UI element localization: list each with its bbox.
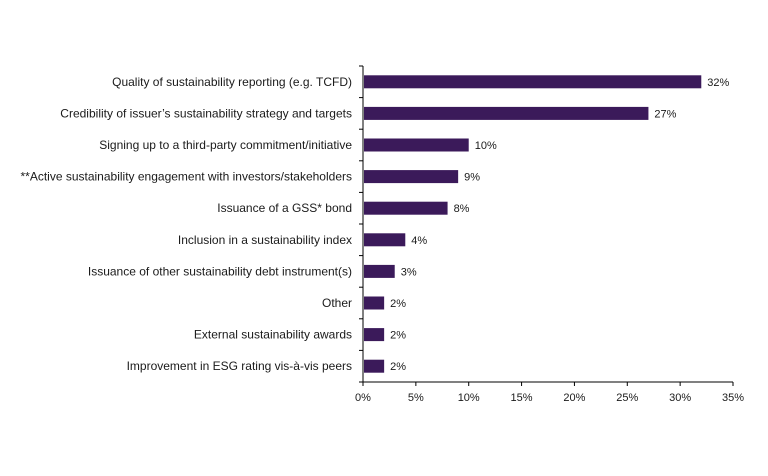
value-labels: 32% 27% 10% 9% 8% 4% 3% 2% 2% 2% xyxy=(390,77,729,373)
x-tick-label: 30% xyxy=(669,392,691,404)
x-tick-label: 35% xyxy=(722,392,744,404)
value-label: 2% xyxy=(390,298,406,310)
bars-layer xyxy=(364,75,702,373)
x-tick-label: 15% xyxy=(511,392,533,404)
category-label: Issuance of other sustainability debt in… xyxy=(88,264,352,278)
bar xyxy=(364,201,448,215)
bar xyxy=(364,233,406,247)
value-label: 32% xyxy=(707,77,729,89)
category-label: Other xyxy=(322,296,352,310)
value-label: 10% xyxy=(475,140,497,152)
bar xyxy=(364,359,385,373)
category-label: Signing up to a third-party commitment/i… xyxy=(99,138,352,152)
x-tick-label: 25% xyxy=(616,392,638,404)
bar xyxy=(364,138,469,152)
value-label: 4% xyxy=(411,235,427,247)
bar xyxy=(364,170,459,184)
category-label: Quality of sustainability reporting (e.g… xyxy=(112,75,352,89)
value-label: 8% xyxy=(454,203,470,215)
category-label: Improvement in ESG rating vis-à-vis peer… xyxy=(127,359,352,373)
category-label: **Active sustainability engagement with … xyxy=(20,170,352,184)
bar xyxy=(364,328,385,342)
bar xyxy=(364,106,649,120)
x-tick-label: 0% xyxy=(355,392,371,404)
category-label: External sustainability awards xyxy=(194,328,352,342)
bar xyxy=(364,264,395,278)
value-label: 9% xyxy=(464,172,480,184)
x-tick-label: 10% xyxy=(458,392,480,404)
axes: 0% 5% 10% 15% 20% 25% 30% 35% xyxy=(355,65,744,404)
category-label: Credibility of issuer’s sustainability s… xyxy=(60,106,352,120)
x-tick-label: 20% xyxy=(563,392,585,404)
bar xyxy=(364,296,385,310)
value-label: 3% xyxy=(401,266,417,278)
bar xyxy=(364,75,702,89)
value-label: 27% xyxy=(654,108,676,120)
value-label: 2% xyxy=(390,330,406,342)
category-labels: Quality of sustainability reporting (e.g… xyxy=(20,75,352,373)
value-label: 2% xyxy=(390,361,406,373)
category-label: Inclusion in a sustainability index xyxy=(178,233,352,247)
category-label: Issuance of a GSS* bond xyxy=(217,201,352,215)
x-tick-label: 5% xyxy=(408,392,424,404)
